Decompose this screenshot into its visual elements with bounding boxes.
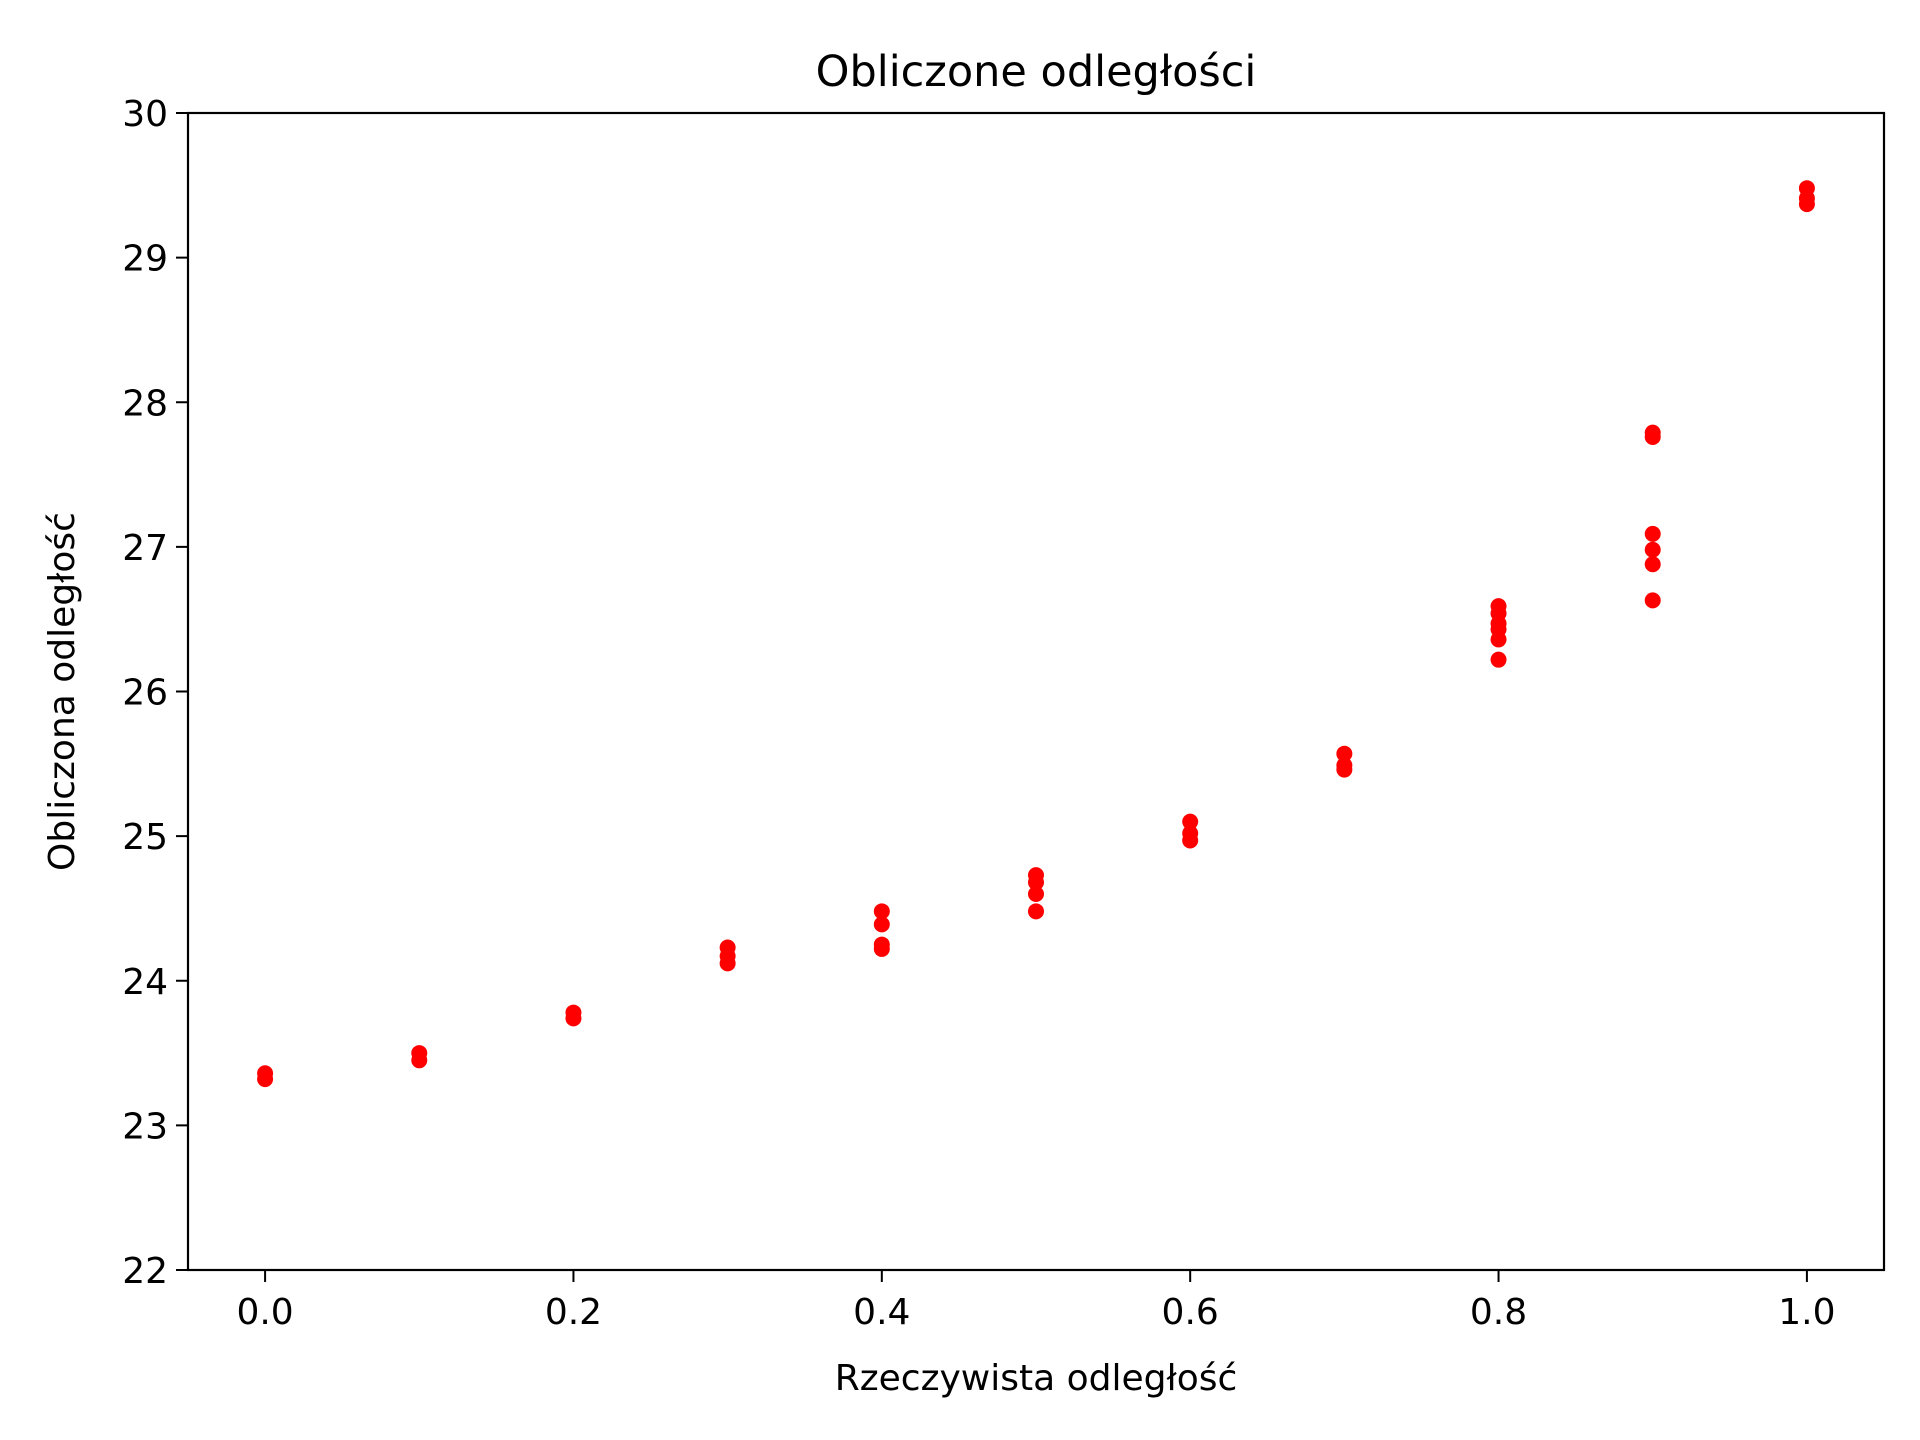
data-point [1028,874,1044,891]
data-point [873,903,890,920]
data-point [1182,813,1199,830]
data-point [1644,428,1661,445]
data-point [257,1071,274,1088]
data-point [1490,631,1507,648]
data-point [1644,525,1661,542]
data-point [1490,651,1507,668]
data-point [1028,903,1044,920]
x-tick-label: 1.0 [1778,1292,1835,1333]
x-tick-label: 0.2 [545,1292,602,1333]
data-point [1644,592,1661,609]
x-axis-ticks: 0.0 0.2 0.4 0.6 0.8 1.0 [236,1270,1836,1333]
y-tick-label: 23 [122,1106,168,1147]
x-tick-label: 0.6 [1162,1292,1219,1333]
data-point [1182,832,1199,849]
y-tick-label: 26 [122,673,168,714]
x-axis-title: Rzeczywista odległość [835,1358,1238,1399]
y-tick-label: 24 [122,962,168,1003]
data-point [873,940,890,957]
data-point [873,916,890,933]
data-point [565,1010,582,1027]
data-point [411,1052,428,1069]
data-point [1336,761,1353,778]
y-axis-title: Obliczona odległość [42,512,83,871]
data-point [1798,196,1815,213]
data-point [1336,745,1353,762]
x-tick-label: 0.8 [1470,1292,1527,1333]
y-tick-label: 27 [122,528,168,569]
data-point [1644,541,1661,558]
chart-title: Obliczone odległości [816,47,1257,97]
x-tick-label: 0.0 [236,1292,293,1333]
y-tick-label: 25 [122,817,168,858]
data-points [257,180,1815,1088]
y-tick-label: 30 [122,94,168,135]
y-tick-label: 28 [122,383,168,424]
data-point [1644,556,1661,573]
x-tick-label: 0.4 [853,1292,910,1333]
data-point [719,955,736,972]
plot-frame [186,111,1886,1272]
y-tick-label: 22 [122,1251,168,1292]
y-tick-label: 29 [122,239,168,280]
y-axis-ticks: 22 23 24 25 26 27 28 29 30 [122,94,188,1292]
data-point [1028,885,1044,902]
